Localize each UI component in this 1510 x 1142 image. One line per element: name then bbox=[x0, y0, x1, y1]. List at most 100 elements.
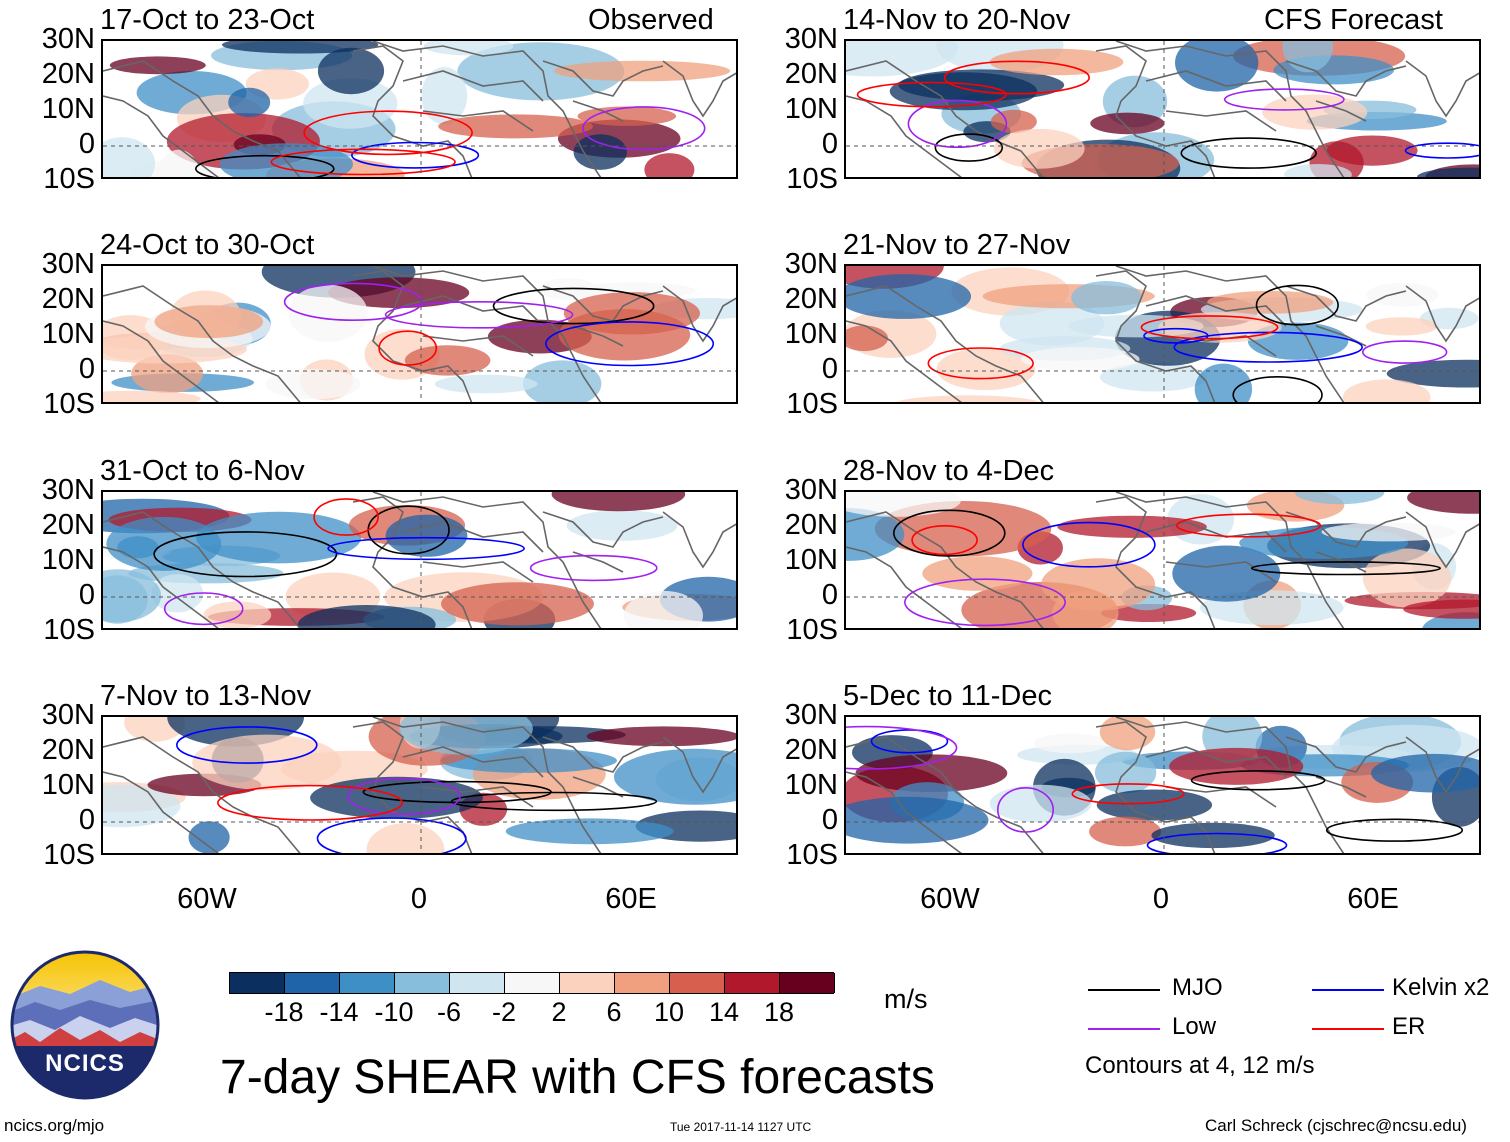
coastline bbox=[662, 285, 736, 343]
shear-shading bbox=[573, 134, 627, 170]
kelvin-contour bbox=[316, 817, 467, 853]
shear-shading bbox=[421, 67, 468, 125]
lat-label: 20N bbox=[41, 509, 95, 541]
lat-label: 0 bbox=[78, 353, 95, 385]
coastline bbox=[662, 60, 736, 118]
shear-shading bbox=[457, 42, 625, 101]
shear-shading bbox=[131, 354, 203, 394]
shear-shading bbox=[103, 390, 201, 402]
low-contour bbox=[163, 592, 244, 626]
coastline bbox=[1145, 746, 1287, 778]
mjo-contour bbox=[1190, 770, 1326, 791]
lat-label: 10N bbox=[784, 544, 838, 576]
lat-label: 10S bbox=[43, 388, 95, 420]
shear-shading bbox=[1033, 733, 1108, 754]
kelvin-contour bbox=[545, 321, 715, 367]
colorbar-tick-label: 2 bbox=[551, 997, 567, 1027]
shear-shading bbox=[288, 284, 368, 342]
colorbar-cell bbox=[670, 973, 725, 993]
kelvin-contour bbox=[1022, 521, 1156, 568]
colorbar-cell bbox=[780, 973, 835, 993]
shear-shading bbox=[1057, 515, 1207, 538]
lat-label: 30N bbox=[784, 23, 838, 55]
low-contour bbox=[347, 777, 461, 816]
colorbar-cell bbox=[285, 973, 340, 993]
coastline bbox=[1315, 100, 1367, 122]
shear-shading bbox=[1407, 492, 1479, 514]
coastline bbox=[1115, 717, 1345, 853]
shear-shading bbox=[1169, 747, 1304, 785]
coastline bbox=[1285, 60, 1407, 97]
colorbar-cell bbox=[615, 973, 670, 993]
coastline bbox=[1405, 511, 1479, 569]
panel-title-2: 24-Oct to 30-Oct bbox=[100, 229, 315, 261]
lat-label: 30N bbox=[784, 248, 838, 280]
shear-shading bbox=[993, 128, 1085, 169]
lat-label: 30N bbox=[41, 248, 95, 280]
shear-shading bbox=[103, 575, 148, 624]
kelvin-contour bbox=[351, 141, 480, 169]
shear-shading bbox=[846, 274, 972, 319]
panel-title-5: 14-Nov to 20-Nov bbox=[843, 4, 1071, 36]
shear-shading bbox=[1321, 522, 1456, 542]
coastline bbox=[402, 70, 544, 102]
mjo-contour bbox=[1250, 561, 1441, 576]
legend-kelvin-line bbox=[1312, 989, 1384, 991]
er-contour bbox=[1071, 783, 1185, 805]
lat-label: 0 bbox=[821, 804, 838, 836]
coastline bbox=[1165, 110, 1277, 132]
lat-label: 10N bbox=[41, 769, 95, 801]
shear-shading bbox=[196, 511, 362, 564]
footer-url[interactable]: ncics.org/mjo bbox=[4, 1116, 105, 1135]
shear-shading bbox=[1295, 492, 1385, 505]
coastline bbox=[402, 295, 544, 327]
lat-label: 10S bbox=[786, 388, 838, 420]
shear-shading bbox=[896, 395, 1040, 402]
coastline bbox=[372, 492, 602, 628]
low-contour bbox=[846, 725, 958, 770]
coastline bbox=[1095, 270, 1216, 402]
colorbar-tick-label: 14 bbox=[708, 997, 740, 1027]
colorbar-tick-label: -6 bbox=[436, 997, 461, 1027]
observed-label: Observed bbox=[588, 4, 714, 36]
coastline bbox=[1165, 561, 1277, 583]
colorbar-tick-label: 18 bbox=[763, 997, 795, 1027]
lat-label: 30N bbox=[784, 699, 838, 731]
coastline bbox=[103, 771, 219, 853]
cfs-forecast-label: CFS Forecast bbox=[1264, 4, 1443, 36]
er-contour bbox=[378, 330, 438, 366]
lat-label: 20N bbox=[784, 58, 838, 90]
shear-shading bbox=[154, 305, 264, 339]
map-panel-3 bbox=[101, 490, 738, 630]
shear-shading bbox=[936, 348, 1036, 391]
panel-title-1: 17-Oct to 23-Oct bbox=[100, 4, 315, 36]
shear-shading bbox=[1089, 816, 1162, 847]
shear-shading bbox=[990, 109, 1037, 134]
lat-label: 20N bbox=[784, 734, 838, 766]
shear-shading bbox=[1403, 599, 1479, 619]
lat-label: 10S bbox=[786, 163, 838, 195]
coastline bbox=[422, 335, 534, 357]
coastline bbox=[846, 285, 1044, 402]
coastline bbox=[1095, 45, 1216, 177]
lat-label: 10N bbox=[784, 318, 838, 350]
shear-shading bbox=[366, 823, 445, 853]
shear-shading bbox=[1342, 379, 1431, 402]
coastline bbox=[422, 110, 534, 132]
kelvin-contour bbox=[1146, 832, 1288, 853]
er-contour bbox=[313, 498, 379, 536]
coastline bbox=[662, 736, 736, 794]
shear-shading bbox=[1417, 167, 1479, 177]
mjo-contour bbox=[1232, 376, 1323, 402]
legend-low-line bbox=[1088, 1028, 1160, 1030]
colorbar-tick-label: 10 bbox=[653, 997, 685, 1027]
shear-shading bbox=[1096, 789, 1213, 821]
coastline bbox=[1145, 295, 1287, 327]
lat-label: 20N bbox=[41, 58, 95, 90]
coastline bbox=[402, 746, 544, 778]
shear-shading bbox=[505, 818, 674, 845]
shear-shading bbox=[404, 345, 491, 376]
panel-title-3: 31-Oct to 6-Nov bbox=[100, 455, 305, 487]
legend-mjo-label: MJO bbox=[1172, 974, 1223, 1001]
low-contour bbox=[582, 106, 706, 151]
